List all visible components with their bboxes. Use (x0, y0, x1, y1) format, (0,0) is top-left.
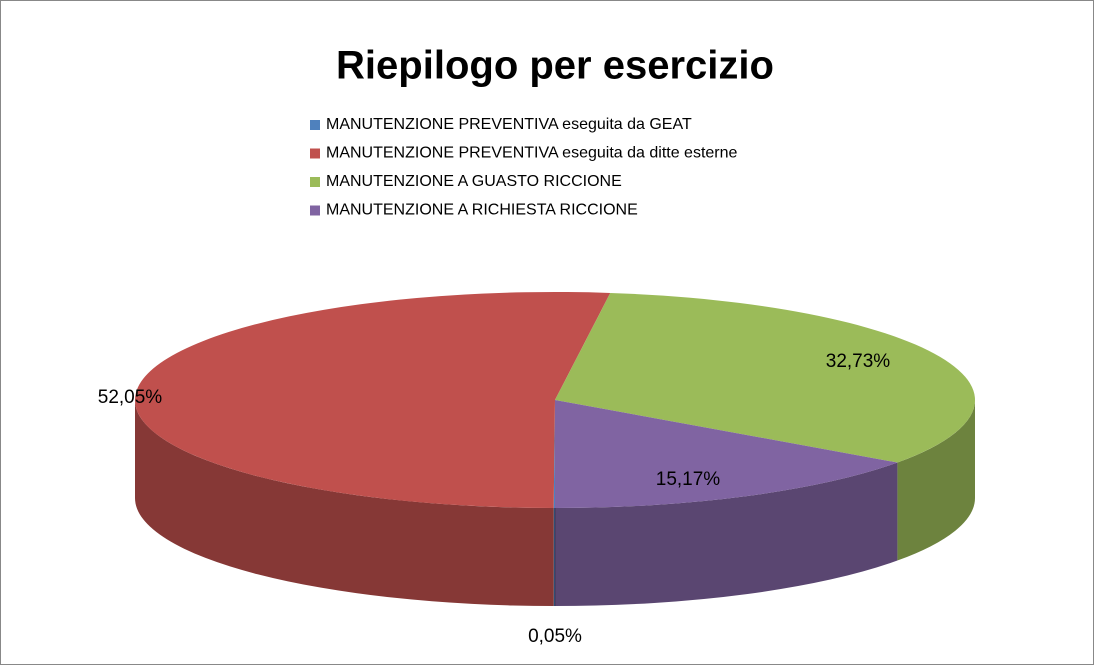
chart-title: Riepilogo per esercizio (336, 44, 774, 88)
slice-side (135, 400, 554, 606)
legend-swatch (310, 205, 320, 216)
legend-swatch (310, 148, 320, 159)
slice (555, 400, 898, 508)
data-label: 52,05% (98, 387, 163, 408)
slice-side (897, 400, 975, 561)
slice (135, 292, 611, 508)
data-label: 15,17% (656, 469, 721, 490)
legend-label: MANUTENZIONE A RICHIESTA RICCIONE (326, 202, 638, 219)
slice-side (555, 462, 898, 606)
legend-swatch (310, 177, 320, 187)
slice (555, 292, 975, 463)
legend-label: MANUTENZIONE PREVENTIVA eseguita da ditt… (326, 145, 738, 162)
data-label: 0,05% (528, 626, 582, 647)
data-label: 32,73% (826, 351, 891, 372)
legend-swatch (310, 120, 320, 130)
slice (553, 400, 555, 508)
legend-label: MANUTENZIONE A GUASTO RICCIONE (326, 173, 622, 190)
slice-side (553, 507, 555, 606)
legend-label: MANUTENZIONE PREVENTIVA eseguita da GEAT (326, 116, 692, 133)
